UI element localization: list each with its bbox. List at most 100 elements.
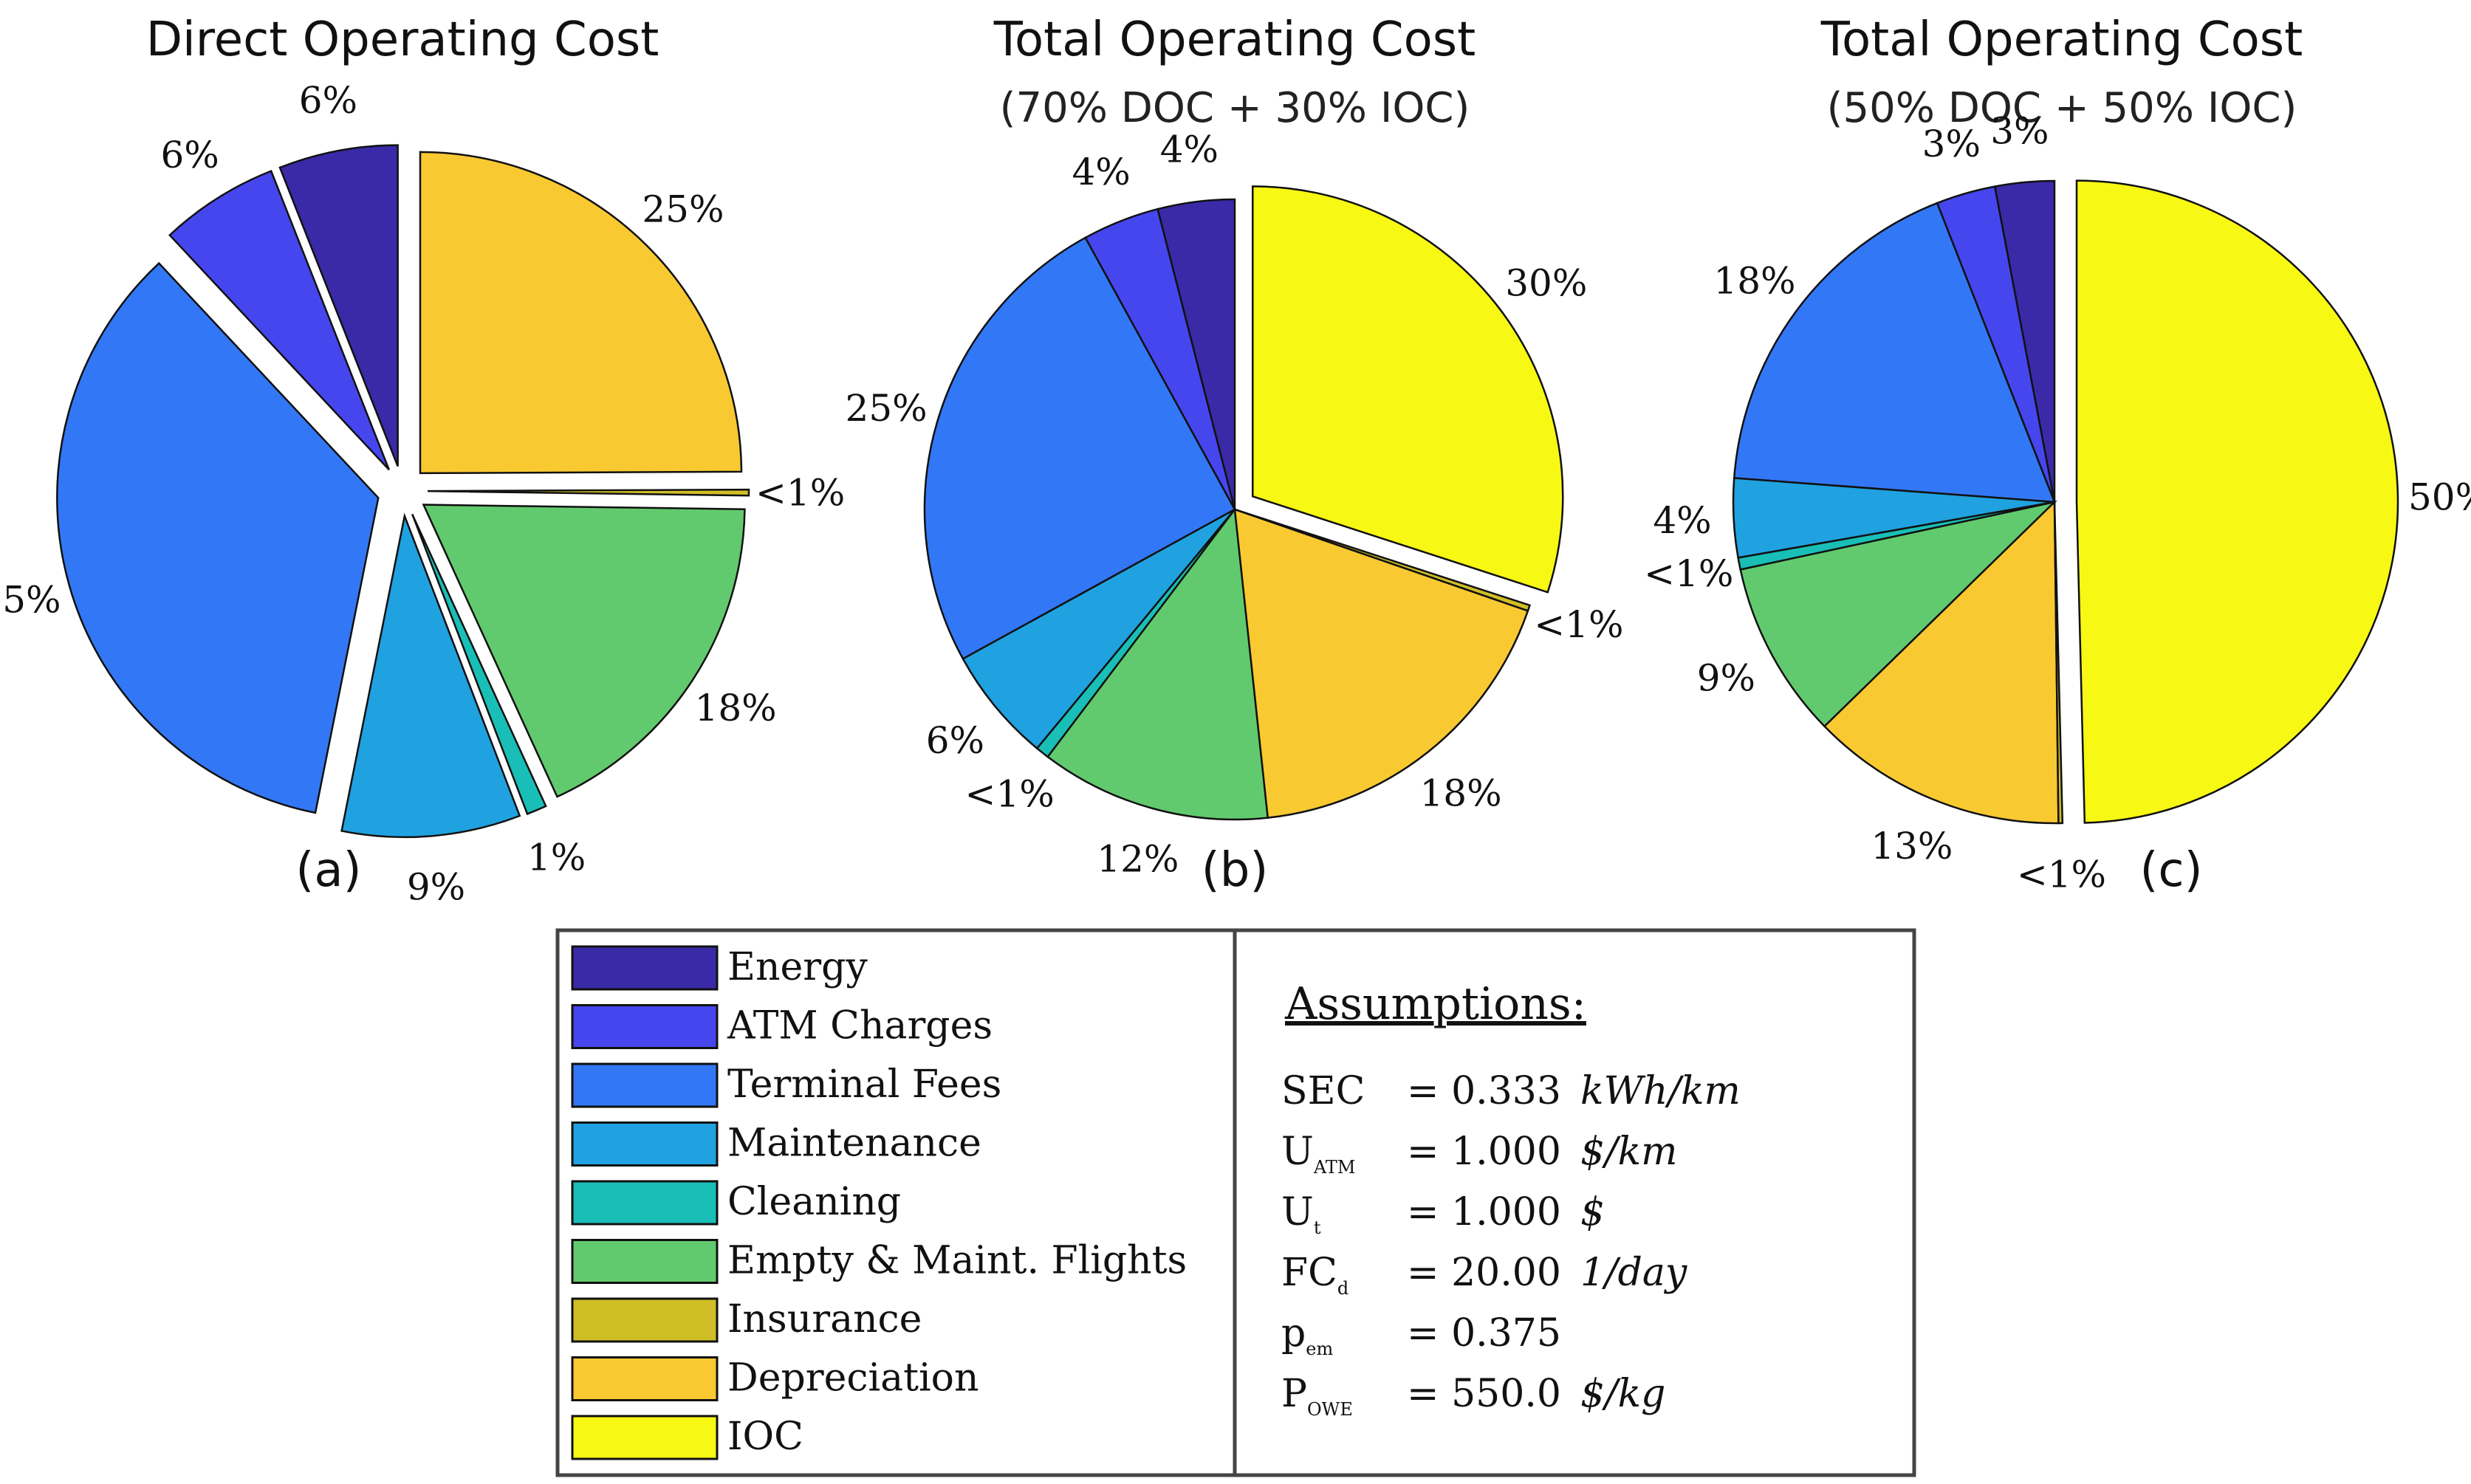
assumption-symbol-0: SEC <box>1281 1069 1365 1113</box>
chart-a-slice-cleaning <box>411 513 547 816</box>
legend-swatch-maintenance <box>571 1121 719 1167</box>
chart-b-slice-terminal-fees <box>923 236 1236 661</box>
assumptions-rows: SEC = 0.333 kWh/km UATM = 1.000 $/km Ut = 1.000… <box>1281 1069 1741 1420</box>
chart-c-slice-empty-and-maint-flights <box>1739 500 2057 728</box>
assumption-value-1: = 1.000 <box>1407 1130 1561 1174</box>
assumption-unit-3: 1/day <box>1580 1251 1687 1295</box>
chart-c-label-energy: 3% <box>1990 110 2049 153</box>
legend-swatch-energy <box>571 945 719 991</box>
chart-a-slice-empty-and-maint-flights <box>422 504 746 798</box>
chart-a-label-maintenance: 9% <box>407 866 465 909</box>
chart-c-label-ioc: 50% <box>2408 475 2471 518</box>
chart-a-slice-energy <box>278 144 399 467</box>
chart-c-label-empty-and-maint-flights: 9% <box>1697 657 1755 700</box>
chart-c-slice-ioc <box>2075 179 2399 824</box>
assumption-unit-2: $ <box>1580 1190 1605 1234</box>
chart-b-slice-maintenance <box>962 508 1236 750</box>
legend-swatch-terminal-fees <box>571 1062 719 1108</box>
assumption-value-5: = 550.0 <box>1407 1372 1561 1416</box>
assumption-symbol-3: FCd <box>1281 1251 1348 1299</box>
chart-b-subtitle: (70% DOC + 30% IOC) <box>1000 84 1470 132</box>
assumption-symbol-2: Ut <box>1281 1190 1321 1238</box>
chart-c-panel-label: (c) <box>2139 843 2202 898</box>
chart-a-slice-atm-charges <box>168 170 390 471</box>
chart-b-title: Total Operating Cost <box>993 13 1476 67</box>
chart-a-slice-depreciation <box>419 151 743 475</box>
chart-b-label-atm-charges: 4% <box>1072 151 1130 193</box>
legend-label-cleaning: Cleaning <box>727 1180 901 1224</box>
assumption-value-3: = 20.00 <box>1407 1251 1561 1295</box>
chart-b-label-depreciation: 18% <box>1419 772 1501 814</box>
chart-a-title: Direct Operating Cost <box>146 13 659 67</box>
pie-chart-b: Total Operating Cost (70% DOC + 30% IOC)… <box>846 13 1624 898</box>
chart-a-label-terminal-fees: 35% <box>0 578 61 621</box>
pie-chart-a: Direct Operating Cost 6% 6% 35% 9% 1% 18% <1% 2… <box>0 13 845 909</box>
chart-b-label-insurance: <1% <box>1534 603 1623 646</box>
chart-a-slice-terminal-fees <box>56 261 380 814</box>
legend-swatch-depreciation <box>571 1356 719 1401</box>
legend-label-maintenance: Maintenance <box>727 1121 981 1166</box>
chart-b-slice-ioc <box>1252 185 1564 594</box>
chart-c-slice-depreciation <box>1823 500 2060 825</box>
chart-b-label-cleaning: <1% <box>965 772 1055 815</box>
assumption-symbol-4: pem <box>1281 1311 1334 1359</box>
chart-b-panel-label: (b) <box>1202 843 1269 898</box>
assumption-unit-1: $/km <box>1580 1130 1677 1174</box>
legend-swatch-insurance <box>571 1297 719 1343</box>
chart-c-slices: 3%3% 18% 4% <1% 9% 13% <1% 50% <box>1644 110 2471 896</box>
legend-swatch-cleaning <box>571 1180 719 1226</box>
chart-b-label-maintenance: 6% <box>926 719 984 762</box>
pie-chart-c: Total Operating Cost (50% DOC + 50% IOC)… <box>1644 13 2471 898</box>
assumption-value-2: = 1.000 <box>1407 1190 1561 1234</box>
chart-a-label-atm-charges: 6% <box>161 134 219 176</box>
assumptions-heading: Assumptions: <box>1284 978 1586 1030</box>
chart-b-label-terminal-fees: 25% <box>846 387 928 430</box>
chart-c-subtitle: (50% DOC + 50% IOC) <box>1827 84 2297 132</box>
legend-label-insurance: Insurance <box>727 1297 922 1342</box>
assumption-value-4: = 0.375 <box>1407 1311 1561 1356</box>
chart-a-label-cleaning: 1% <box>527 837 586 879</box>
chart-a-label-insurance: <1% <box>755 472 845 515</box>
legend-label-atm-charges: ATM Charges <box>727 1004 993 1048</box>
chart-b-slice-insurance <box>1234 508 1532 612</box>
assumptions-panel: Assumptions: SEC = 0.333 kWh/km UATM = 1.000… <box>1281 978 1741 1420</box>
chart-c-slice-terminal-fees <box>1733 202 2056 504</box>
chart-c-label-insurance: <1% <box>2017 853 2106 896</box>
chart-c-label-terminal-fees: 18% <box>1713 259 1795 302</box>
chart-a-label-energy: 6% <box>299 79 357 122</box>
legend-box: Energy ATM Charges Terminal Fees Maintenanc… <box>555 928 1916 1477</box>
legend-label-ioc: IOC <box>727 1415 803 1459</box>
assumption-symbol-1: UATM <box>1281 1130 1355 1178</box>
chart-a-slice-maintenance <box>340 512 521 839</box>
legend-swatch-ioc <box>571 1415 719 1460</box>
chart-b-slices: 4% 4% 25% 6% <1% 12% 18% <1% 30% <box>846 128 1624 880</box>
legend-swatch-empty-and-maint-flights <box>571 1239 719 1284</box>
legend-label-depreciation: Depreciation <box>727 1356 979 1401</box>
legend-items: Energy ATM Charges Terminal Fees Maintenanc… <box>571 945 1187 1460</box>
chart-a-label-empty-and-maint-flights: 18% <box>695 687 777 729</box>
chart-b-slice-depreciation <box>1233 508 1529 819</box>
chart-a-label-depreciation: 25% <box>642 188 724 230</box>
legend-label-terminal-fees: Terminal Fees <box>727 1062 1001 1107</box>
chart-a-slice-insurance <box>427 488 750 497</box>
chart-c-label-depreciation: 13% <box>1871 825 1953 868</box>
chart-a-slices: 6% 6% 35% 9% 1% 18% <1% 25% <box>0 79 845 909</box>
chart-c-label-atm-charges: 3% <box>1922 123 1981 165</box>
legend-swatch-atm-charges <box>571 1004 719 1049</box>
chart-b-label-energy: 4% <box>1160 128 1219 171</box>
assumption-unit-0: kWh/km <box>1580 1069 1741 1113</box>
chart-a-panel-label: (a) <box>295 843 361 898</box>
legend-label-energy: Energy <box>727 945 868 989</box>
assumption-value-0: = 0.333 <box>1407 1069 1561 1113</box>
chart-b-label-empty-and-maint-flights: 12% <box>1097 838 1179 881</box>
chart-b-label-ioc: 30% <box>1505 262 1587 305</box>
chart-c-label-maintenance: 4% <box>1653 499 1711 542</box>
chart-b-slice-empty-and-maint-flights <box>1046 506 1269 821</box>
assumption-unit-5: $/kg <box>1580 1372 1665 1416</box>
chart-c-slice-insurance <box>2053 501 2064 825</box>
legend-label-empty-and-maint-flights: Empty & Maint. Flights <box>727 1239 1187 1283</box>
assumption-symbol-5: POWE <box>1281 1372 1353 1420</box>
chart-c-label-cleaning: <1% <box>1644 552 1733 595</box>
chart-c-title: Total Operating Cost <box>1820 13 2303 67</box>
